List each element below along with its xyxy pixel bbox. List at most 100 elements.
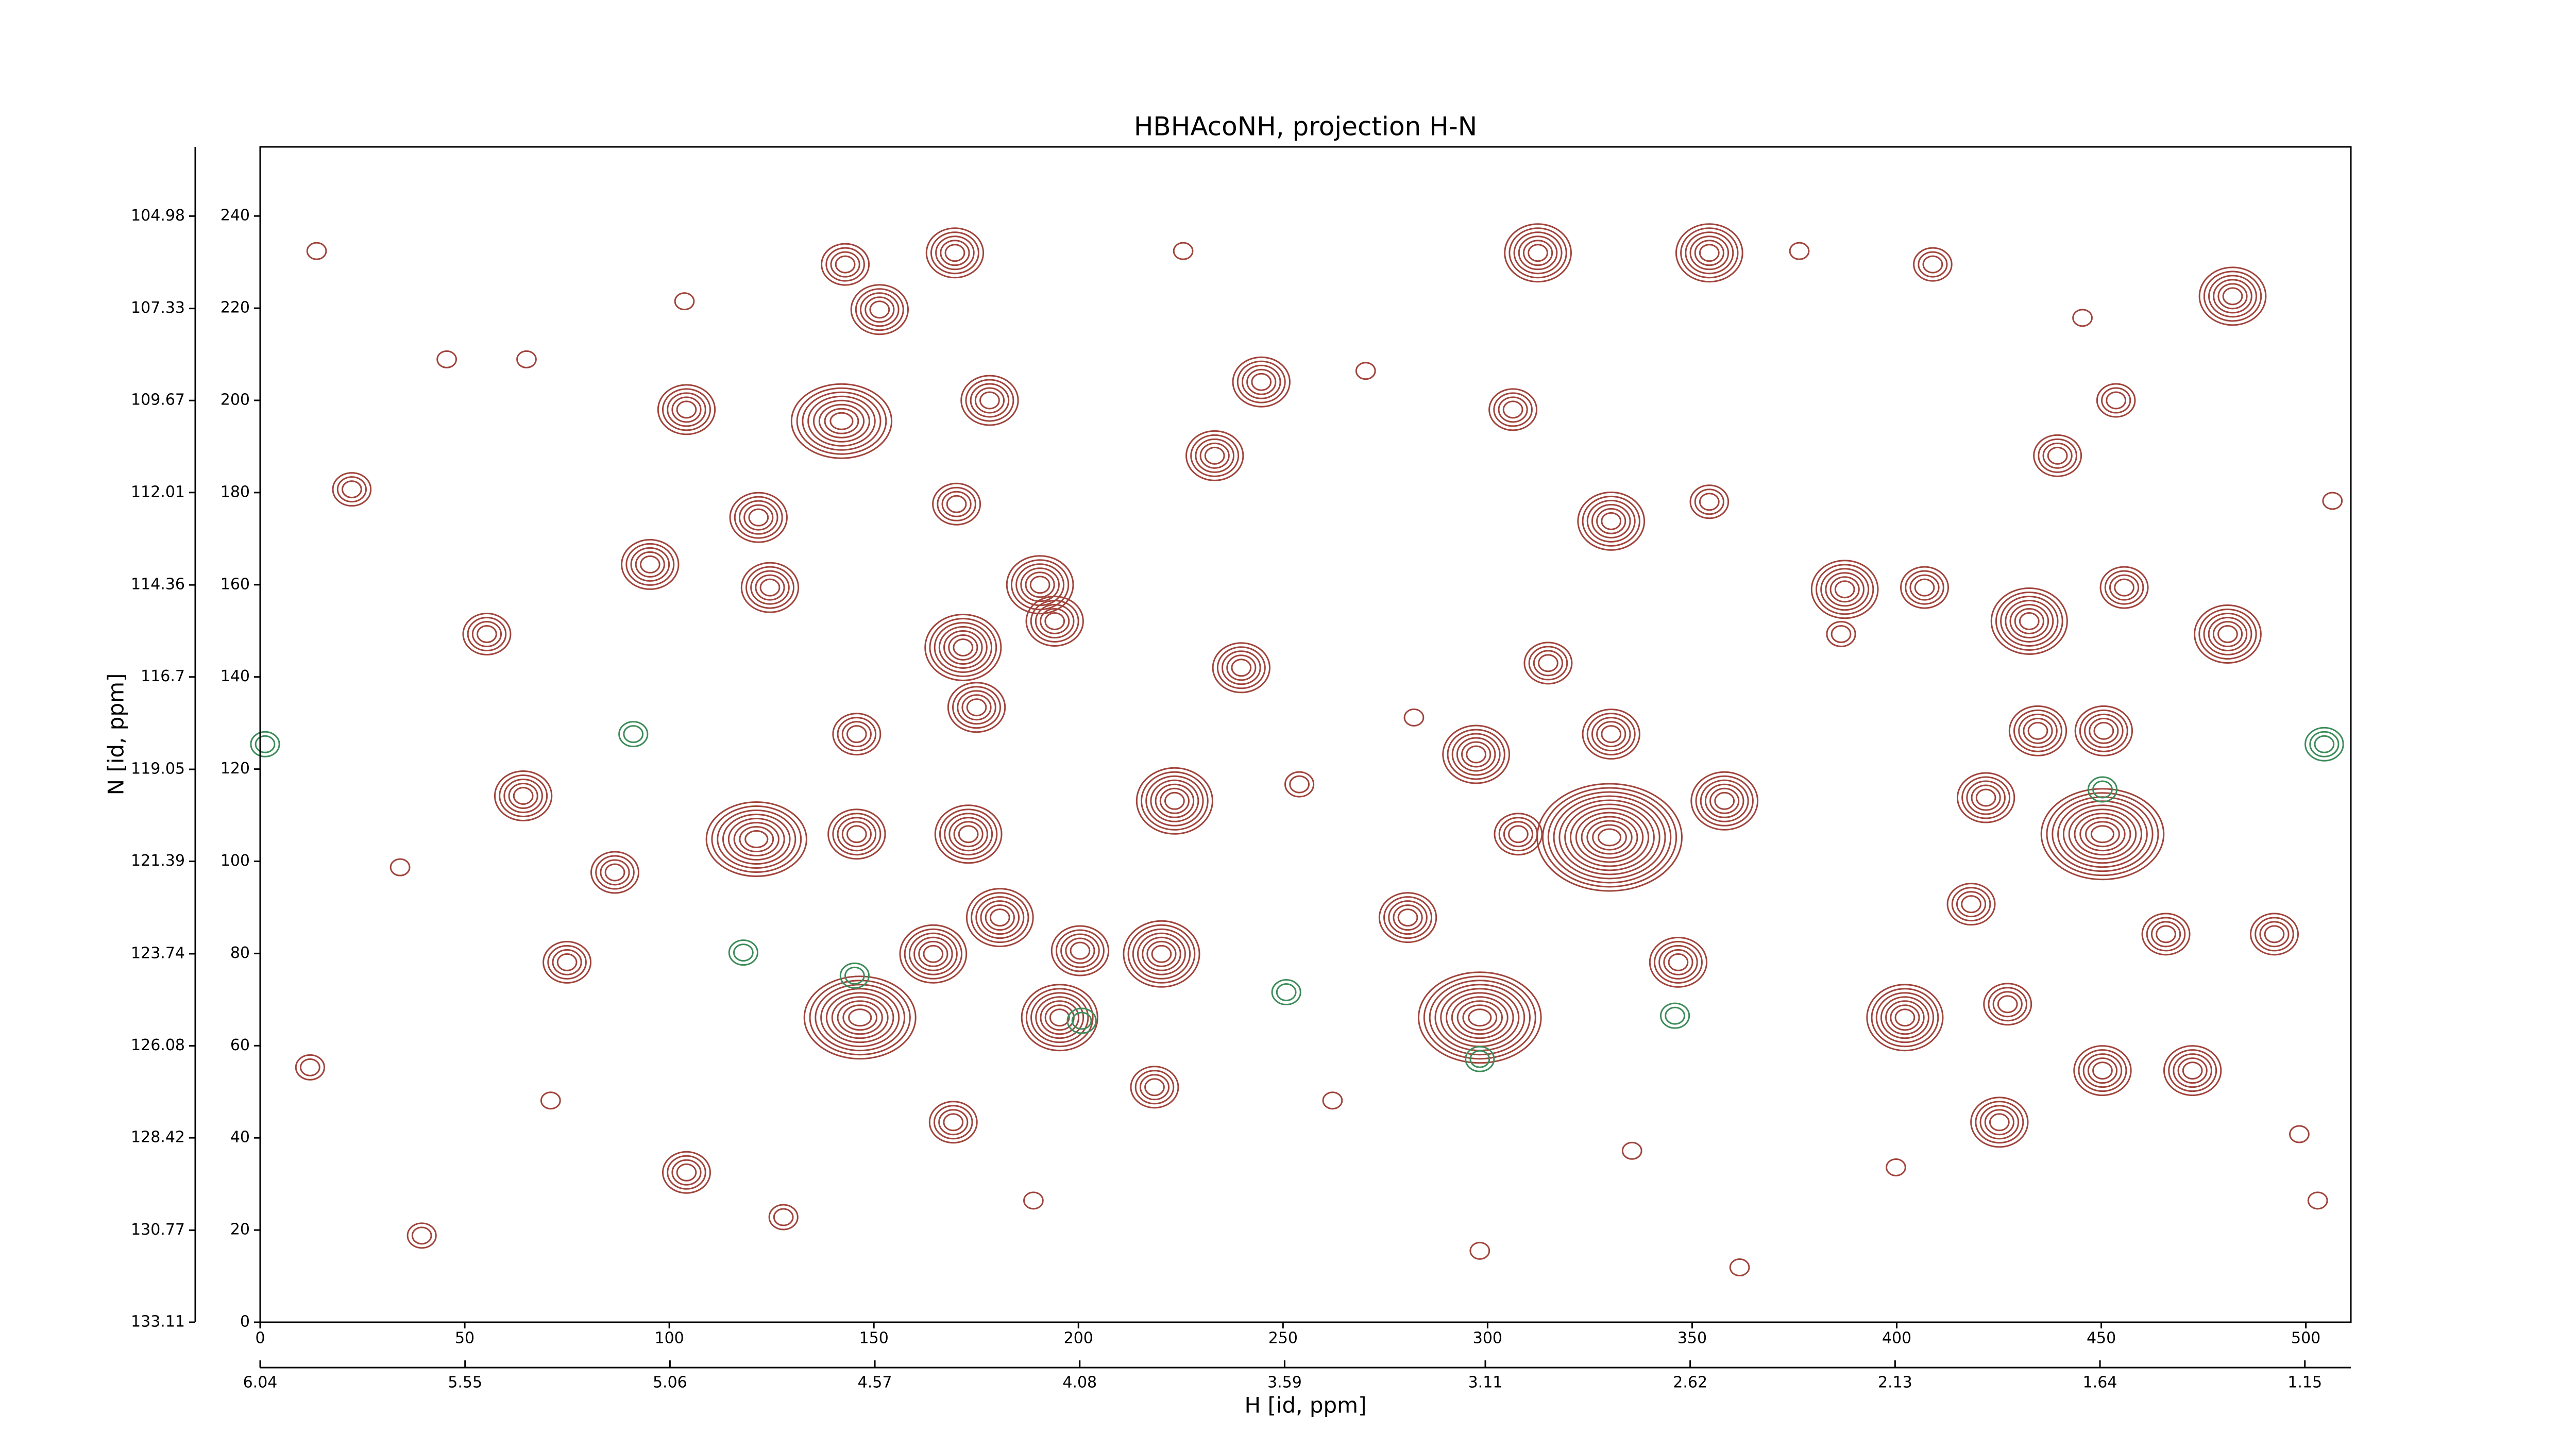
contour-ring bbox=[1591, 717, 1631, 752]
peak bbox=[2198, 266, 2267, 326]
contour-ring bbox=[1164, 791, 1185, 810]
contour-ring bbox=[1423, 975, 1536, 1060]
contour-ring bbox=[2079, 817, 2126, 852]
contour-ring bbox=[1289, 775, 1310, 794]
contour-ring bbox=[2141, 913, 2191, 956]
contour-ring bbox=[2072, 309, 2093, 327]
contour-ring bbox=[1494, 813, 1543, 856]
contour-ring bbox=[1035, 603, 1075, 638]
contour-ring bbox=[604, 863, 625, 882]
contour-ring bbox=[1123, 920, 1200, 988]
contour-ring bbox=[1913, 247, 1953, 282]
peak bbox=[1729, 1258, 1750, 1277]
contour-ring bbox=[1060, 933, 1100, 968]
contour-ring bbox=[1820, 568, 1870, 611]
contour-ring bbox=[1709, 787, 1740, 814]
contour-ring bbox=[2038, 438, 2077, 473]
peak bbox=[2033, 434, 2082, 477]
contour-ring bbox=[1834, 580, 1855, 599]
contour-ring bbox=[1130, 1066, 1179, 1109]
contour-ring bbox=[952, 686, 1002, 729]
contour-ring bbox=[1569, 807, 1650, 867]
contour-ring bbox=[1417, 971, 1542, 1064]
contour-ring bbox=[1246, 368, 1277, 395]
contour-ring bbox=[1586, 820, 1633, 855]
contour-ring bbox=[1900, 566, 1950, 609]
contour-ring bbox=[1456, 737, 1496, 772]
contour-ring bbox=[1541, 787, 1677, 888]
contour-ring bbox=[1493, 392, 1533, 427]
contour-ring bbox=[1134, 1070, 1175, 1105]
contour-ring bbox=[740, 562, 800, 613]
contour-ring bbox=[513, 786, 534, 805]
y2-tick-label: 116.7 bbox=[141, 667, 185, 685]
contour-ring bbox=[1621, 1141, 1642, 1160]
contour-ring bbox=[595, 855, 635, 890]
contour-ring bbox=[2099, 566, 2149, 609]
contour-ring bbox=[2087, 776, 2118, 803]
contour-ring bbox=[1714, 791, 1735, 810]
contour-ring bbox=[2150, 921, 2181, 948]
contour-ring bbox=[831, 996, 889, 1039]
contour-ring bbox=[734, 496, 783, 539]
contour-ring bbox=[1829, 576, 1860, 603]
contour-ring bbox=[1023, 1191, 1044, 1210]
contour-ring bbox=[943, 1113, 964, 1132]
peak bbox=[389, 858, 411, 877]
contour-ring bbox=[2322, 492, 2343, 510]
contour-ring bbox=[2062, 804, 2143, 864]
contour-ring bbox=[937, 486, 976, 521]
contour-ring bbox=[2156, 925, 2176, 943]
contour-ring bbox=[2146, 917, 2186, 952]
x-tick-label: 250 bbox=[1268, 1329, 1298, 1347]
peak bbox=[1866, 984, 1944, 1052]
peak bbox=[740, 562, 800, 613]
contour-ring bbox=[2019, 612, 2040, 630]
contour-ring bbox=[1997, 995, 2018, 1014]
contour-ring bbox=[635, 551, 665, 578]
peak bbox=[2322, 492, 2343, 510]
peak bbox=[662, 1151, 711, 1194]
contour-ring bbox=[1918, 251, 1948, 278]
contour-ring bbox=[508, 782, 538, 809]
peak bbox=[2249, 913, 2299, 956]
contour-ring bbox=[1040, 1000, 1080, 1035]
contour-ring bbox=[1700, 779, 1749, 822]
peak bbox=[1826, 620, 1856, 647]
contour-ring bbox=[1518, 235, 1558, 271]
contour-ring bbox=[802, 391, 882, 451]
contour-ring bbox=[1378, 892, 1437, 943]
x-tick-label: 150 bbox=[859, 1329, 889, 1347]
contour-ring bbox=[1680, 227, 1739, 279]
contour-ring bbox=[662, 388, 711, 431]
peak bbox=[621, 538, 680, 590]
contour-ring bbox=[738, 500, 778, 535]
x-tick-label: 350 bbox=[1677, 1329, 1707, 1347]
contour-ring bbox=[957, 690, 996, 725]
contour-ring bbox=[625, 543, 675, 586]
contour-ring bbox=[1558, 799, 1660, 875]
peak bbox=[790, 383, 893, 459]
contour-ring bbox=[1894, 1008, 1916, 1027]
peak bbox=[1913, 247, 1953, 282]
contour-ring bbox=[790, 383, 893, 459]
peak bbox=[932, 482, 981, 526]
contour-ring bbox=[1388, 900, 1428, 935]
contour-ring bbox=[1591, 503, 1631, 538]
contour-ring bbox=[796, 387, 887, 455]
peak bbox=[1983, 983, 2032, 1026]
contour-ring bbox=[943, 630, 983, 665]
contour-ring bbox=[961, 694, 992, 721]
contour-ring bbox=[1190, 434, 1240, 477]
peak bbox=[821, 243, 870, 286]
contour-ring bbox=[1582, 495, 1640, 547]
contour-ring bbox=[807, 395, 876, 447]
y2-tick-label: 112.01 bbox=[131, 483, 185, 501]
contour-ring bbox=[1010, 559, 1070, 611]
peak bbox=[1136, 767, 1213, 835]
contour-ring bbox=[1140, 771, 1209, 831]
contour-ring bbox=[2198, 266, 2267, 326]
contour-ring bbox=[1586, 499, 1636, 543]
contour-ring bbox=[768, 1204, 799, 1231]
